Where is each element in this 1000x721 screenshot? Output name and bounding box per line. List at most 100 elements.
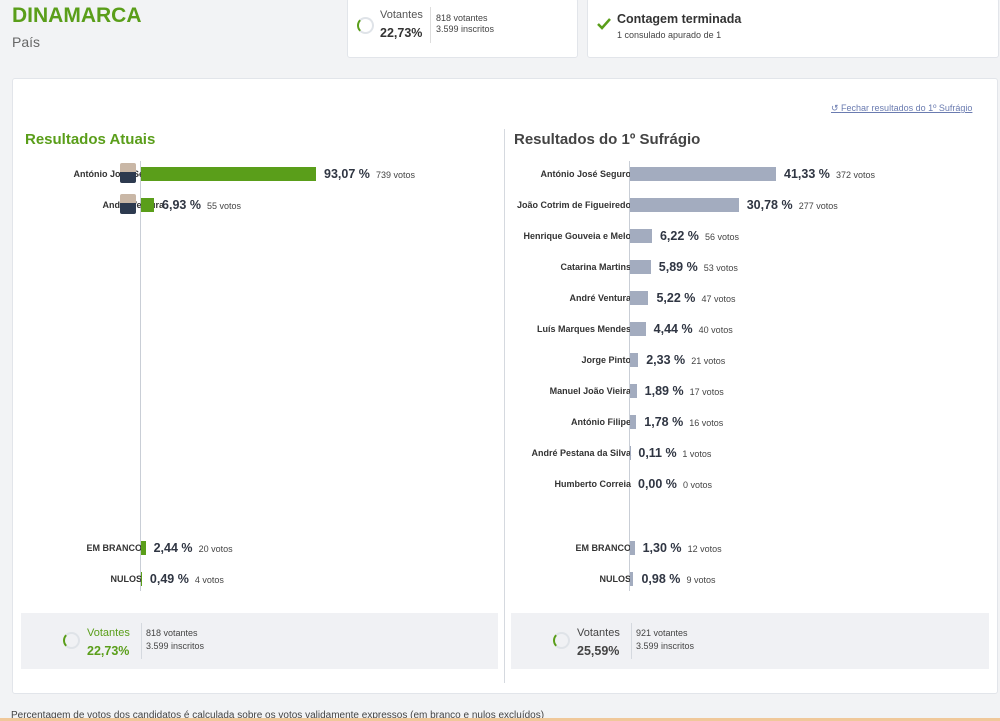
votes: 277 votos [798, 201, 838, 211]
percentage: 0,98 % [641, 572, 681, 586]
candidate-name: Luís Marques Mendes [536, 324, 631, 334]
turnout-pct: 25,59% [577, 644, 620, 658]
status-detail: 1 consulado apurado de 1 [617, 30, 722, 40]
bar [630, 415, 637, 429]
bar [630, 167, 776, 181]
turnout-pct: 22,73% [87, 644, 130, 658]
turnout-card: Votantes 22,73% 818 votantes 3.599 inscr… [347, 0, 578, 58]
country-subtitle: País [12, 34, 41, 50]
bar [630, 541, 635, 555]
voters: 921 votantes [636, 628, 688, 638]
panel-title: Resultados Atuais [25, 131, 156, 148]
candidate-name: André Pestana da Silva [531, 448, 631, 458]
voters: 818 votantes [436, 13, 488, 23]
voters: 818 votantes [146, 628, 198, 638]
status-title: Contagem terminada [617, 12, 742, 26]
votes: 21 votos [691, 356, 726, 366]
votes: 9 votos [686, 575, 716, 585]
percentage: 6,22 % [659, 229, 699, 243]
turnout-label: Votantes [87, 627, 130, 639]
axis-line [629, 161, 630, 591]
separator [430, 7, 431, 43]
link-text[interactable]: Fechar resultados do 1º Sufrágio [841, 103, 973, 113]
percentage: 5,89 % [658, 260, 698, 274]
turnout-label: Votantes [380, 9, 423, 21]
registered: 3.599 inscritos [436, 24, 495, 34]
votes: 20 votos [198, 544, 233, 554]
percentage: 0,11 % [638, 446, 677, 460]
spinner [553, 632, 570, 649]
candidate-name: André Ventura [569, 293, 631, 303]
votes: 40 votos [698, 325, 733, 335]
votes: 4 votos [194, 575, 224, 585]
bar [141, 541, 146, 555]
turnout-pct: 22,73% [380, 26, 423, 40]
check-icon [597, 18, 611, 30]
country-title: DINAMARCA [12, 4, 142, 27]
percentage: 1,89 % [644, 384, 684, 398]
candidate-photo [120, 194, 136, 214]
percentage: 30,78 % [746, 198, 793, 212]
category-name: EM BRANCO [86, 543, 143, 553]
votes: 17 votos [689, 387, 724, 397]
votes: 53 votos [703, 263, 738, 273]
percentage: 6,93 % [162, 198, 201, 212]
separator [631, 623, 632, 659]
votes: 12 votos [687, 544, 722, 554]
candidate-name: Manuel João Vieira [549, 386, 631, 396]
bar [630, 198, 739, 212]
registered: 3.599 inscritos [146, 641, 205, 651]
candidate-name: João Cotrim de Figueiredo [516, 200, 631, 210]
candidate-name: Humberto Correia [554, 479, 631, 489]
votes: 0 votos [683, 480, 713, 490]
percentage: 2,44 % [153, 541, 193, 555]
votes: 55 votos [207, 201, 242, 211]
footnote: Percentagem de votos dos candidatos é ca… [11, 710, 545, 721]
bar [630, 260, 651, 274]
close-first-round-link[interactable]: ↺ Fechar resultados do 1º Sufrágio [831, 103, 973, 113]
panel-title: Resultados do 1º Sufrágio [514, 131, 701, 148]
divider [504, 129, 505, 683]
percentage: 0,49 % [149, 572, 189, 586]
bottom-bar [0, 718, 1000, 721]
percentage: 2,33 % [646, 353, 686, 367]
votes: 739 votos [376, 170, 416, 180]
votes: 1 votos [682, 449, 712, 459]
spinner [357, 17, 374, 34]
percentage: 93,07 % [324, 167, 370, 181]
status-card: Contagem terminada 1 consulado apurado d… [587, 0, 999, 58]
candidate-name: António José Seguro [73, 169, 164, 179]
candidate-photo [120, 163, 136, 183]
bar [630, 291, 649, 305]
bar [630, 572, 634, 586]
bar [630, 229, 652, 243]
votes: 372 votos [836, 170, 876, 180]
percentage: 1,30 % [642, 541, 682, 555]
spinner [63, 632, 80, 649]
bar [630, 322, 646, 336]
separator [141, 623, 142, 659]
bar [141, 572, 142, 586]
candidate-name: Henrique Gouveia e Melo [523, 231, 631, 241]
votes: 56 votos [704, 232, 739, 242]
candidate-name: António Filipe [571, 417, 631, 427]
bar [630, 384, 637, 398]
category-name: NULOS [110, 574, 143, 584]
candidate-name: António José Seguro [540, 169, 631, 179]
registered: 3.599 inscritos [636, 641, 695, 651]
candidate-name: Catarina Martins [560, 262, 631, 272]
category-name: EM BRANCO [575, 543, 632, 553]
bar [141, 167, 316, 181]
bar [141, 198, 155, 212]
percentage: 4,44 % [653, 322, 693, 336]
turnout-footer: Votantes 25,59% 921 votantes 3.599 inscrito… [511, 613, 989, 669]
category-name: NULOS [599, 574, 632, 584]
percentage: 0,00 % [638, 477, 677, 491]
turnout-label: Votantes [577, 627, 620, 639]
percentage: 41,33 % [784, 167, 830, 181]
percentage: 5,22 % [656, 291, 696, 305]
results-panel: ↺ Fechar resultados do 1º Sufrágio Resul… [12, 78, 998, 694]
votes: 16 votos [689, 418, 724, 428]
axis-line [140, 161, 141, 591]
